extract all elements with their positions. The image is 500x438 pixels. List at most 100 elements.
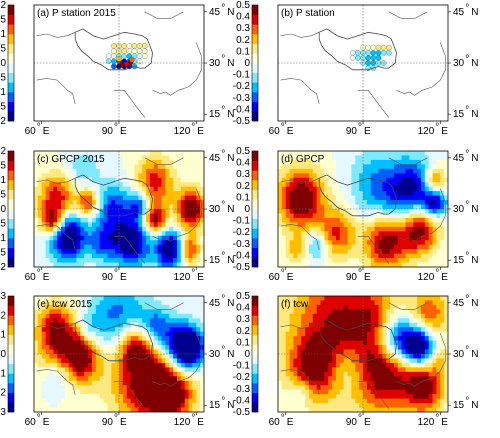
station-point [129,56,135,63]
coastline-4 [144,157,184,165]
cell [413,209,418,215]
cell [72,371,78,377]
cell [293,304,298,310]
cell [328,322,333,328]
cell [328,376,333,382]
cell [347,296,353,302]
cell [428,177,434,183]
cell [378,173,383,179]
cell [37,244,43,250]
cell [180,168,186,174]
cell [301,407,306,412]
degree-sign: ° [465,251,469,262]
cell [115,385,120,391]
cell [53,213,58,219]
cell [420,349,426,355]
cell [301,213,306,219]
cell [149,258,155,264]
cell [103,151,109,157]
cell [57,240,62,246]
cell [169,182,174,188]
cell [72,367,78,373]
cell [293,258,298,264]
cell [444,327,448,333]
cell [420,253,426,259]
cell [332,159,337,165]
cell [297,222,302,228]
cell [196,244,201,250]
colorbar-segment [8,334,14,345]
cell [169,394,174,400]
cell [359,385,364,391]
cell [335,182,341,188]
cell [413,407,418,412]
cell [328,309,333,315]
cell [64,222,70,228]
cell [134,186,139,192]
cell [64,159,70,165]
cell [417,177,422,183]
cell [111,217,116,223]
cell [420,155,426,161]
cell [200,407,204,412]
cell [134,309,139,315]
cell [413,177,418,183]
cell [324,376,329,382]
cell [289,304,295,310]
coastline-3 [280,178,320,184]
cell [95,300,101,306]
cell [444,318,448,324]
colorbar-segment [252,296,258,306]
cell [436,340,441,346]
cell [386,322,391,328]
colorbar-tick-label: -0.5 [233,262,251,273]
cell [405,151,410,157]
cell [343,164,349,170]
cell [432,304,438,310]
cell [405,249,410,255]
cell [363,367,368,373]
cell [417,195,422,201]
cell [417,327,422,333]
cell [289,403,295,409]
cell [324,331,329,337]
cell [88,262,93,267]
cell [440,217,445,223]
cell [111,173,116,179]
cell [200,231,204,237]
cell [343,244,349,250]
cell [420,168,426,174]
lat-unit-label: N [471,298,478,309]
cell [428,258,434,264]
cell [61,191,66,197]
cell [401,200,407,206]
cell [305,394,310,400]
coastline-3 [36,178,76,184]
cell [359,331,364,337]
cell [328,349,333,355]
cell [347,358,353,364]
cell [436,313,441,319]
cell [122,151,128,157]
cell [142,222,147,228]
cell [297,191,302,197]
cell [301,186,306,192]
cell [45,385,51,391]
cell [157,213,163,219]
cell [285,336,291,342]
cell [393,322,399,328]
cell [34,362,39,368]
cell [184,200,190,206]
cell [107,313,112,319]
lat-unit-label: N [471,255,478,266]
cell [351,177,356,183]
cell [343,258,349,264]
cell [53,367,58,373]
cell [285,249,291,255]
cell [149,358,155,364]
cell [378,195,383,201]
cell [401,385,407,391]
cell [293,186,298,192]
cell [335,362,341,368]
